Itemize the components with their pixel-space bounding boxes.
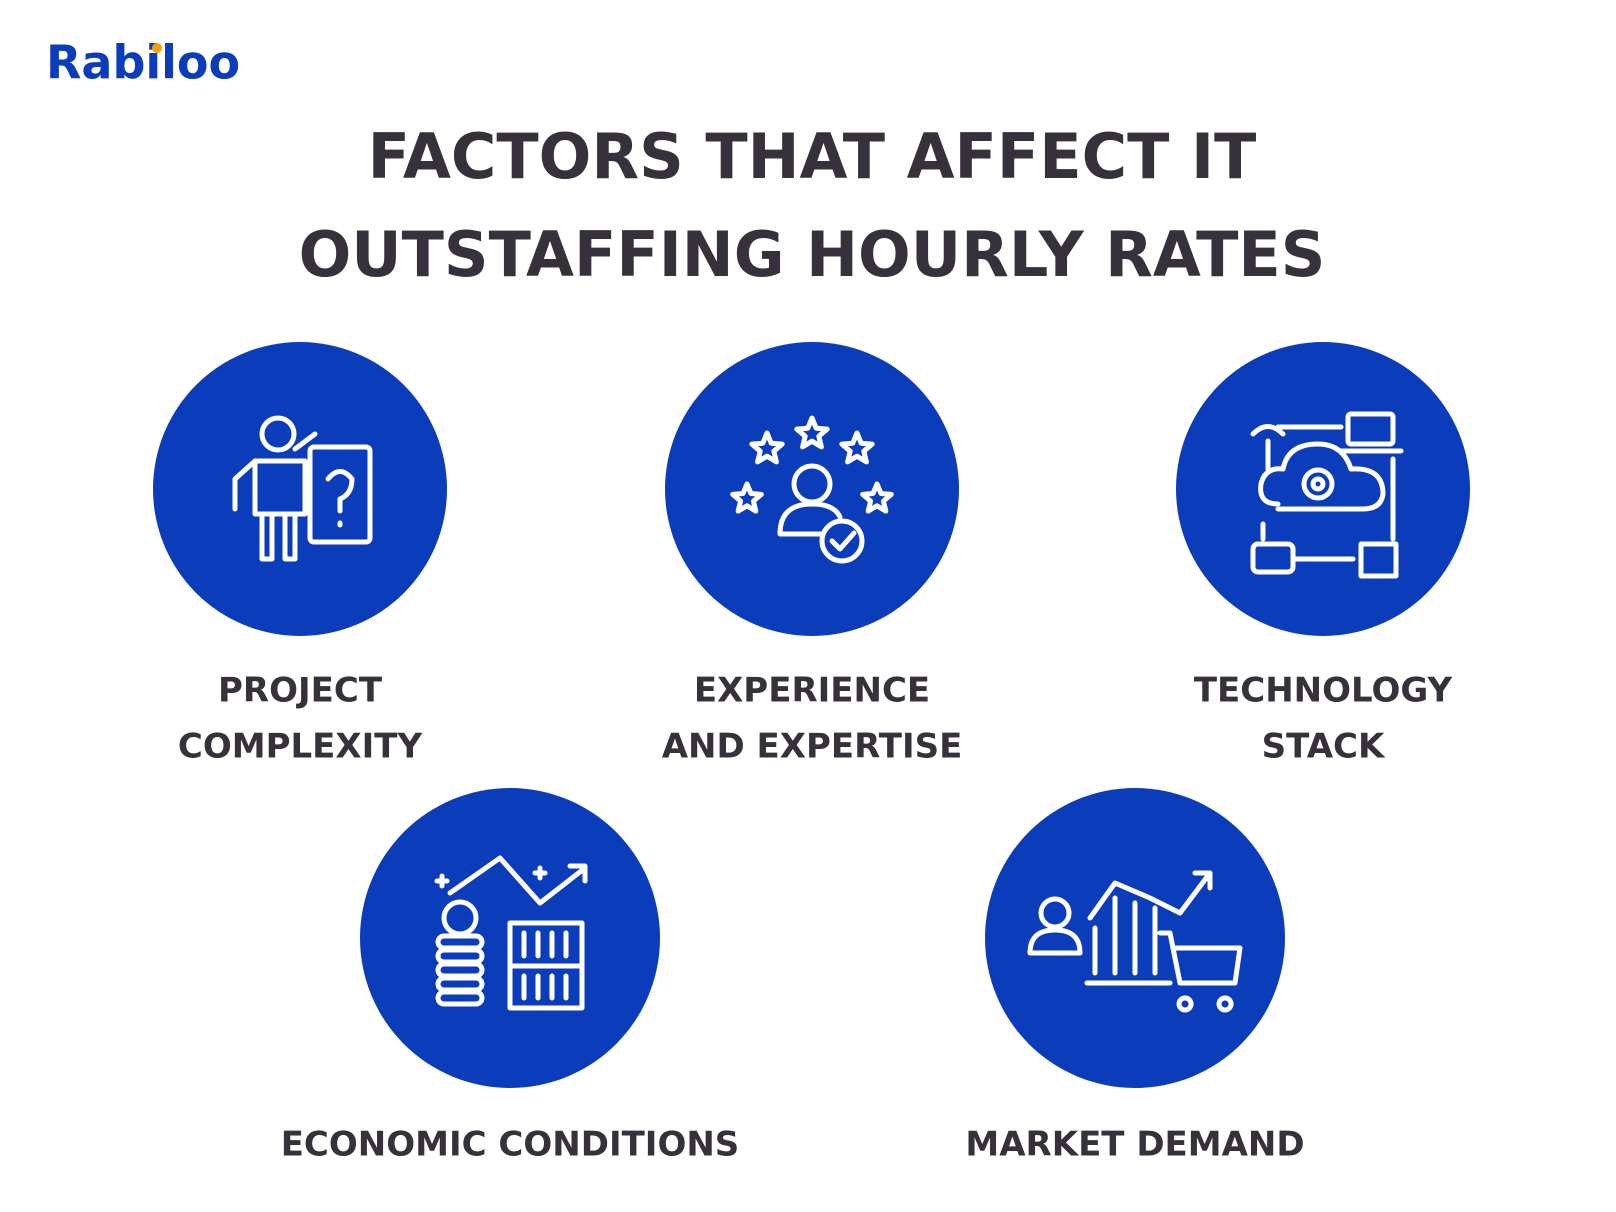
icon-part bbox=[1345, 411, 1396, 447]
factor-label: EXPERIENCE bbox=[694, 671, 930, 711]
factor-label: PROJECT bbox=[218, 671, 383, 711]
factor-icon bbox=[1250, 411, 1404, 579]
icon-part bbox=[794, 415, 830, 450]
icon-part bbox=[839, 430, 875, 465]
icon-part bbox=[1310, 476, 1326, 492]
factor-icon bbox=[1027, 870, 1243, 1013]
icon-part bbox=[1084, 870, 1243, 1013]
icon-part bbox=[232, 431, 318, 562]
icon-part bbox=[1027, 927, 1083, 956]
icon-part bbox=[1038, 896, 1072, 930]
icon-part bbox=[730, 481, 764, 514]
icon-part bbox=[819, 518, 865, 564]
logo-dot bbox=[152, 43, 162, 53]
icon-part bbox=[434, 855, 588, 1001]
factor-icon bbox=[434, 855, 588, 1011]
icon-part bbox=[1250, 541, 1296, 575]
title-line: FACTORS THAT AFFECT IT bbox=[368, 120, 1257, 193]
icon-part bbox=[777, 501, 843, 537]
factor-label: MARKET DEMAND bbox=[965, 1125, 1304, 1165]
factor-label: COMPLEXITY bbox=[178, 727, 423, 767]
icon-part bbox=[1250, 424, 1404, 562]
icon-part bbox=[307, 444, 373, 545]
icon-part bbox=[1301, 467, 1335, 501]
logo: Rabiloo bbox=[46, 36, 240, 90]
icon-part bbox=[1258, 441, 1386, 512]
factor-label: TECHNOLOGY bbox=[1194, 671, 1453, 711]
icon-part bbox=[829, 530, 857, 552]
icon-part bbox=[1358, 541, 1399, 579]
factor-circle bbox=[153, 342, 447, 636]
icon-part bbox=[435, 989, 485, 1007]
icon-part bbox=[259, 415, 297, 453]
factor-label: ECONOMIC CONDITIONS bbox=[281, 1125, 740, 1165]
factor-label: AND EXPERTISE bbox=[662, 727, 963, 767]
factor-icon bbox=[730, 415, 894, 564]
title-line: OUTSTAFFING HOURLY RATES bbox=[299, 218, 1326, 291]
icon-part bbox=[860, 481, 894, 514]
icon-part bbox=[749, 430, 785, 465]
icon-part bbox=[325, 469, 355, 528]
factor-icon bbox=[232, 415, 373, 562]
factor-label: STACK bbox=[1262, 727, 1386, 767]
factor-circle bbox=[665, 342, 959, 636]
